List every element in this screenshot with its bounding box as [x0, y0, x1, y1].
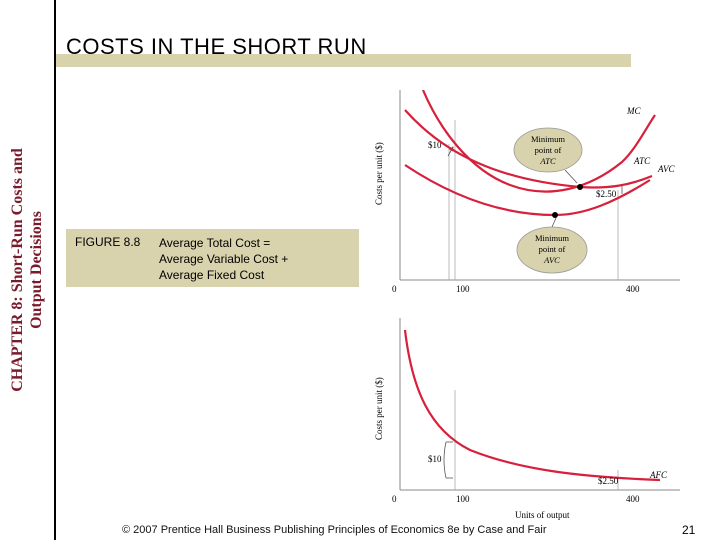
chapter-title-line2: Output Decisions	[28, 211, 45, 329]
bottom-x-tick-0: 0	[392, 494, 397, 504]
bottom-x-tick-100: 100	[456, 494, 470, 504]
afc-label: AFC	[649, 470, 668, 480]
caption-line3: Average Fixed Cost	[159, 268, 265, 282]
chapter-title: CHAPTER 8: Short-Run Costs and Output De…	[8, 148, 46, 392]
top-y-tick-10: $10	[428, 140, 442, 150]
avc-label: AVC	[657, 164, 676, 174]
svg-text:point of: point of	[539, 244, 566, 254]
svg-text:AVC: AVC	[543, 255, 560, 265]
chapter-title-line1: CHAPTER 8: Short-Run Costs and	[9, 148, 26, 392]
svg-text:point of: point of	[535, 145, 562, 155]
afc-value-label: $2.50	[598, 476, 619, 486]
top-y-axis-label: Costs per unit ($)	[374, 142, 384, 205]
top-panel: Costs per unit ($) $10 0 100 400 MC ATC …	[374, 90, 680, 294]
mc-curve	[421, 90, 656, 193]
sidebar-divider	[54, 0, 56, 540]
caption-line2: Average Variable Cost +	[159, 252, 289, 266]
atc-label: ATC	[633, 156, 651, 166]
figure-8-8: Costs per unit ($) $10 0 100 400 MC ATC …	[374, 90, 680, 520]
bottom-y-tick-10: $10	[428, 454, 442, 464]
bottom-y-axis-label: Costs per unit ($)	[374, 377, 384, 440]
figure-number: FIGURE 8.8	[75, 235, 141, 249]
top-x-tick-400: 400	[626, 284, 640, 294]
footer-credit: © 2007 Prentice Hall Business Publishing…	[122, 524, 547, 536]
bottom-x-axis-label: Units of output	[515, 510, 570, 520]
svg-text:Minimum: Minimum	[531, 134, 565, 144]
bottom-x-tick-400: 400	[626, 494, 640, 504]
svg-text:Minimum: Minimum	[535, 233, 569, 243]
figure-caption-text: Average Total Cost = Average Variable Co…	[159, 235, 288, 283]
mc-label: MC	[626, 106, 641, 116]
slide-title: COSTS IN THE SHORT RUN	[66, 34, 367, 59]
atc-curve	[404, 109, 653, 189]
top-x-tick-100: 100	[456, 284, 470, 294]
afc-curve	[403, 329, 661, 482]
page-number: 21	[682, 523, 696, 537]
figure-caption: FIGURE 8.8 Average Total Cost = Average …	[66, 229, 359, 287]
svg-text:ATC: ATC	[539, 156, 556, 166]
min-atc-point	[577, 184, 583, 190]
min-atc-bubble: Minimum point of ATC	[513, 127, 583, 184]
top-x-tick-0: 0	[392, 284, 397, 294]
bottom-10-brace	[443, 441, 447, 479]
min-avc-bubble: Minimum point of AVC	[516, 217, 588, 274]
title-underline-band	[56, 54, 631, 67]
min-avc-point	[552, 212, 558, 218]
caption-line1: Average Total Cost =	[159, 236, 271, 250]
bottom-panel: Costs per unit ($) $10 0 100 400 Units o…	[374, 318, 680, 520]
chapter-sidebar: CHAPTER 8: Short-Run Costs and Output De…	[0, 0, 54, 540]
atc-value-label: $2.50	[596, 189, 617, 199]
